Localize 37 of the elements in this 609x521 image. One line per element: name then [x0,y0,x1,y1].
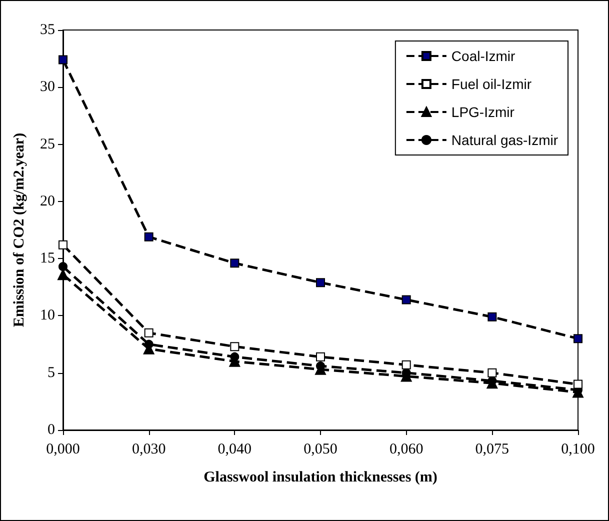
y-tick-label: 35 [40,22,55,38]
x-axis-title: Glasswool insulation thicknesses (m) [204,470,438,486]
point [58,269,68,280]
y-tick-label: 30 [40,79,55,96]
x-tick-label: 0,050 [304,442,338,458]
y-axis-title: Emission of CO2 (kg/m2.year) [12,132,28,328]
x-tick-label: 0,100 [561,442,595,458]
x-tick-label: 0,075 [475,442,510,458]
point [574,380,582,389]
legend-label: LPG-Izmir [451,104,515,120]
point [488,368,497,378]
y-tick-label: 5 [48,364,55,381]
legend-label: Fuel oil-Izmir [451,76,532,92]
x-tick-label: 0,030 [132,442,166,458]
legend-label: Coal-Izmir [451,48,516,64]
point [144,232,154,242]
y-tick-label: 10 [40,308,55,324]
x-tick-label: 0,040 [218,442,252,458]
point [402,360,411,370]
point [230,342,240,352]
point [574,334,582,344]
point [58,262,68,272]
y-tick-label: 0 [48,422,55,438]
x-tick-label: 0,060 [389,442,424,458]
point [316,278,325,288]
point [230,258,240,268]
y-tick-label: 20 [40,193,55,210]
point [58,55,68,64]
point [58,240,68,250]
point [144,328,154,338]
y-tick-label: 15 [40,250,55,267]
point [402,295,411,304]
y-tick-label: 25 [40,136,55,152]
legend-label: Natural gas-Izmir [451,132,558,148]
point [488,312,497,322]
x-tick-label: 0,000 [46,442,80,458]
point [316,352,325,362]
